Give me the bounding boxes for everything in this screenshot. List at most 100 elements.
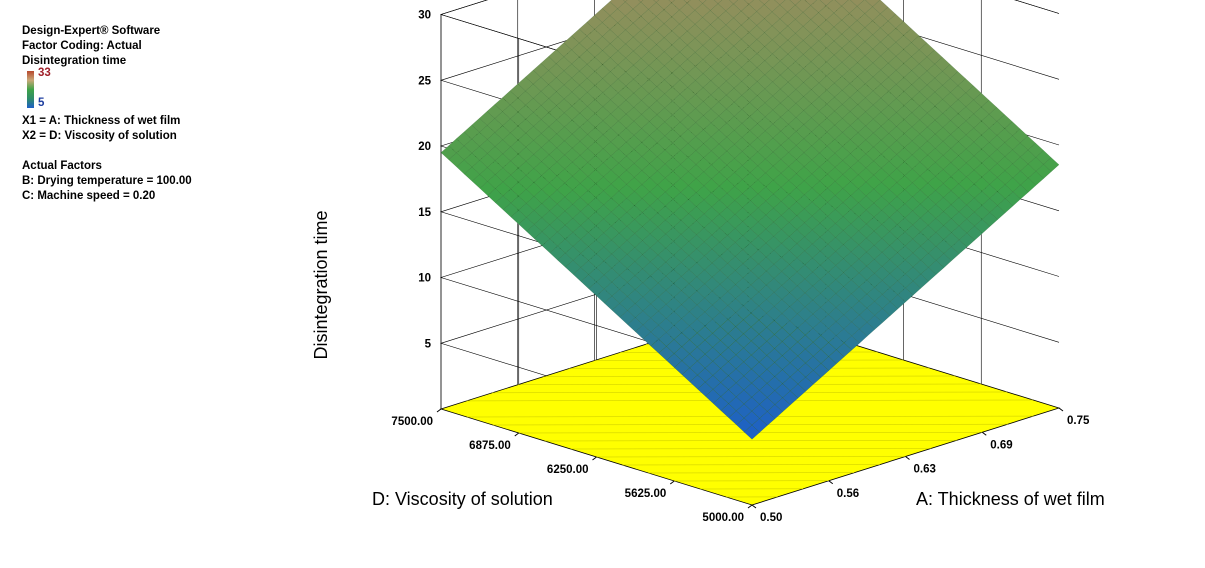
y-tick-label: 5000.00 — [702, 512, 744, 524]
surface-cell — [935, 183, 952, 198]
surface-cell — [533, 133, 550, 148]
surface-cell — [486, 104, 503, 119]
surface-cell — [843, 279, 860, 295]
surface-cell — [779, 39, 796, 55]
surface-cell — [903, 98, 920, 113]
surface-cell — [587, 197, 604, 212]
surface-cell — [773, 285, 790, 300]
surface-cell — [789, 355, 806, 371]
y-tick-label: 6250.00 — [547, 464, 589, 476]
surface-cell — [641, 121, 658, 136]
surface-cell — [749, 165, 766, 181]
surface-cell — [618, 141, 635, 157]
surface-cell — [657, 261, 674, 277]
surface-cell — [471, 118, 488, 133]
surface-cell — [803, 89, 820, 104]
surface-cell — [663, 16, 680, 32]
surface-cell — [588, 267, 605, 283]
x-tick-label: 0.69 — [990, 439, 1012, 451]
surface-cell — [728, 0, 739, 5]
surface-cell — [935, 253, 952, 268]
x-tick-label: 0.75 — [1067, 415, 1090, 427]
x-tick-mark — [751, 504, 757, 509]
surface-cell — [494, 139, 511, 155]
x-tick-mark — [981, 431, 987, 436]
surface-cell — [856, 13, 873, 28]
surface-cell — [494, 167, 511, 183]
x2-label: X2 = D: Viscosity of solution — [22, 130, 177, 142]
actual-factors-heading: Actual Factors — [22, 160, 102, 172]
z-tick-label: 25 — [418, 75, 431, 87]
surface-cell — [1035, 164, 1052, 179]
y-tick-label: 7500.00 — [391, 416, 433, 428]
surface-cell — [698, 0, 707, 4]
surface-cell — [850, 174, 867, 190]
surface-cell — [858, 293, 875, 309]
surface-cell — [648, 16, 665, 31]
surface-cell — [673, 276, 690, 291]
floor-contour-line — [544, 440, 957, 442]
surface-cell — [743, 424, 760, 440]
surface-cell — [796, 194, 813, 210]
surface-cell — [712, 396, 729, 411]
surface-cell — [743, 410, 760, 426]
software-title: Design-Expert® Software — [22, 25, 161, 37]
y-tick-mark — [436, 408, 442, 413]
surface-cell — [565, 260, 582, 275]
surface-cell — [750, 305, 767, 321]
surface-cell — [665, 297, 682, 312]
factor-b-label: B: Drying temperature = 100.00 — [22, 175, 192, 187]
surface-cell — [622, 0, 628, 3]
surface-cell — [627, 317, 644, 332]
factor-coding: Factor Coding: Actual — [22, 40, 142, 52]
surface-cell — [743, 0, 755, 5]
surface-cell — [648, 86, 665, 101]
surface-cell — [804, 229, 821, 245]
surface-cell — [811, 194, 828, 210]
y-tick-label: 5625.00 — [625, 488, 667, 500]
surface-cell — [673, 346, 690, 361]
surface-cell — [958, 232, 975, 248]
surface-cell — [696, 311, 713, 327]
x-tick-label: 0.63 — [914, 464, 936, 476]
surface-cell — [695, 101, 712, 116]
surface-cell — [463, 152, 480, 168]
surface-cell — [633, 142, 650, 157]
surface-cell — [904, 238, 921, 254]
surface-cell — [688, 276, 705, 292]
surface-cell — [812, 264, 829, 280]
surface-cell — [594, 92, 611, 107]
floor-contour-line — [596, 456, 906, 458]
y-axis-label: D: Viscosity of solution — [372, 489, 553, 509]
surface-cell — [668, 0, 676, 4]
surface-cell — [851, 314, 868, 330]
surface-cell — [796, 264, 813, 280]
surface-cell — [463, 138, 480, 154]
surface-cell — [456, 159, 473, 175]
surface-cell — [827, 279, 844, 294]
y-tick-mark — [514, 432, 520, 437]
surface-cell — [926, 77, 943, 93]
y-tick-mark — [669, 480, 675, 485]
surface-cell — [697, 381, 714, 397]
x-tick-label: 0.50 — [760, 512, 782, 524]
surface-cell — [782, 390, 799, 406]
surface-cell — [557, 252, 574, 268]
surface-cell — [671, 65, 688, 81]
factor-c-label: C: Machine speed = 0.20 — [22, 190, 156, 202]
surface-cell — [749, 95, 766, 110]
x-tick-mark — [1058, 407, 1064, 412]
surface-cell — [658, 332, 675, 347]
surface-cell — [865, 118, 882, 134]
surface-cell — [702, 10, 719, 25]
surface-cell — [981, 212, 998, 227]
surface-cell — [720, 403, 737, 418]
y-tick-label: 6875.00 — [469, 440, 511, 452]
surface-cell — [819, 230, 836, 245]
surface-cell — [683, 0, 691, 4]
surface-cell — [751, 376, 768, 391]
z-tick-label: 20 — [418, 141, 431, 153]
surface-cell — [897, 273, 914, 289]
surface-cell — [805, 370, 822, 385]
